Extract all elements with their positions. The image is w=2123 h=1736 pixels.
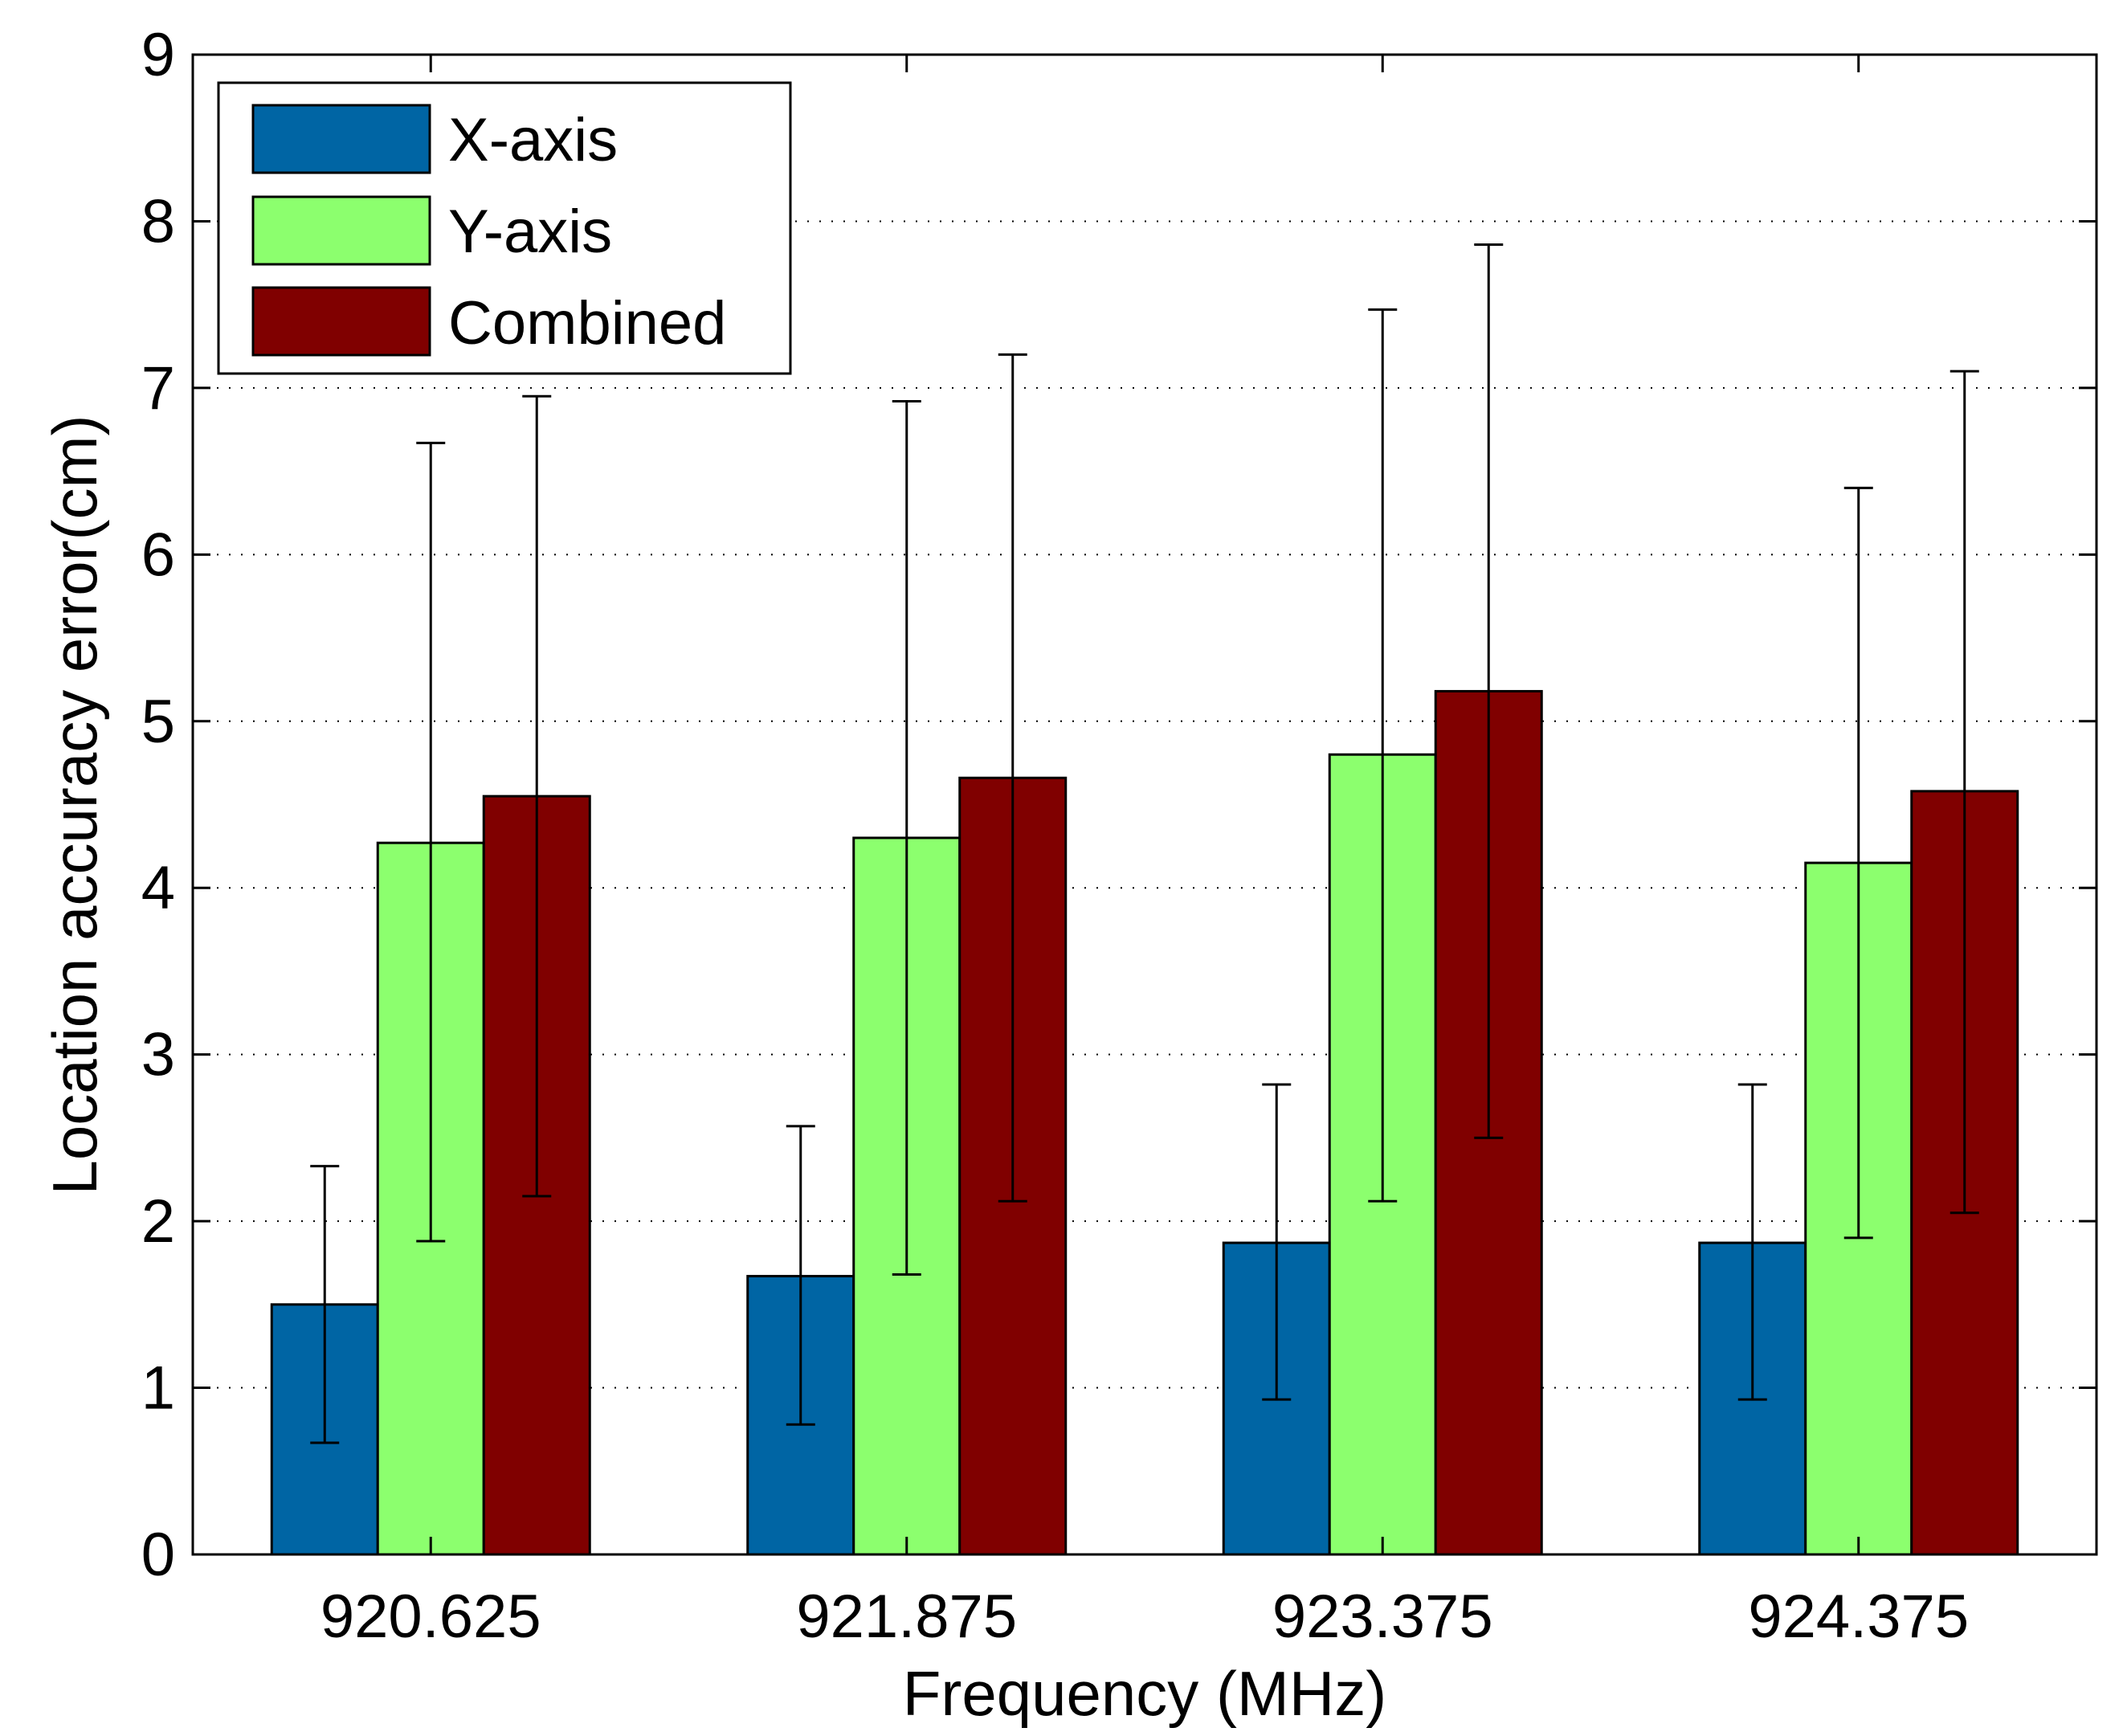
x-tick-label-0: 920.625: [320, 1583, 541, 1651]
y-tick-label-7: 7: [141, 354, 175, 423]
legend-swatch-combined: [251, 286, 431, 357]
plot-frame: [191, 53, 2098, 1556]
legend-swatch-y-axis: [251, 195, 431, 266]
legend-label-y-axis: Y-axis: [448, 198, 612, 266]
legend-label-combined: Combined: [448, 289, 726, 357]
y-tick-label-3: 3: [141, 1021, 175, 1089]
x-tick-label-3: 924.375: [1748, 1583, 1969, 1651]
x-tick-label-2: 923.375: [1272, 1583, 1493, 1651]
y-tick-label-9: 9: [141, 21, 175, 89]
legend: X-axis Y-axis Combined: [217, 81, 792, 375]
axis-ticks: 0 1 2 3 4 5 6 7 8 9 920.625 921.875 923.375 924.375: [141, 21, 2096, 1651]
y-tick-label-8: 8: [141, 187, 175, 255]
y-tick-label-0: 0: [141, 1521, 175, 1589]
error-bars: [310, 243, 1979, 1444]
legend-swatch-x-axis: [251, 104, 431, 174]
y-tick-label-4: 4: [141, 854, 175, 922]
y-tick-label-2: 2: [141, 1187, 175, 1256]
x-axis-label: Frequency (MHz): [903, 1658, 1386, 1729]
legend-label-x-axis: X-axis: [448, 106, 618, 174]
y-axis-label: Location accuracy error(cm): [39, 415, 110, 1195]
y-tick-label-5: 5: [141, 688, 175, 756]
grid-lines: [193, 220, 2096, 1389]
x-tick-label-1: 921.875: [796, 1583, 1017, 1651]
y-tick-label-6: 6: [141, 521, 175, 589]
y-tick-label-1: 1: [141, 1354, 175, 1423]
